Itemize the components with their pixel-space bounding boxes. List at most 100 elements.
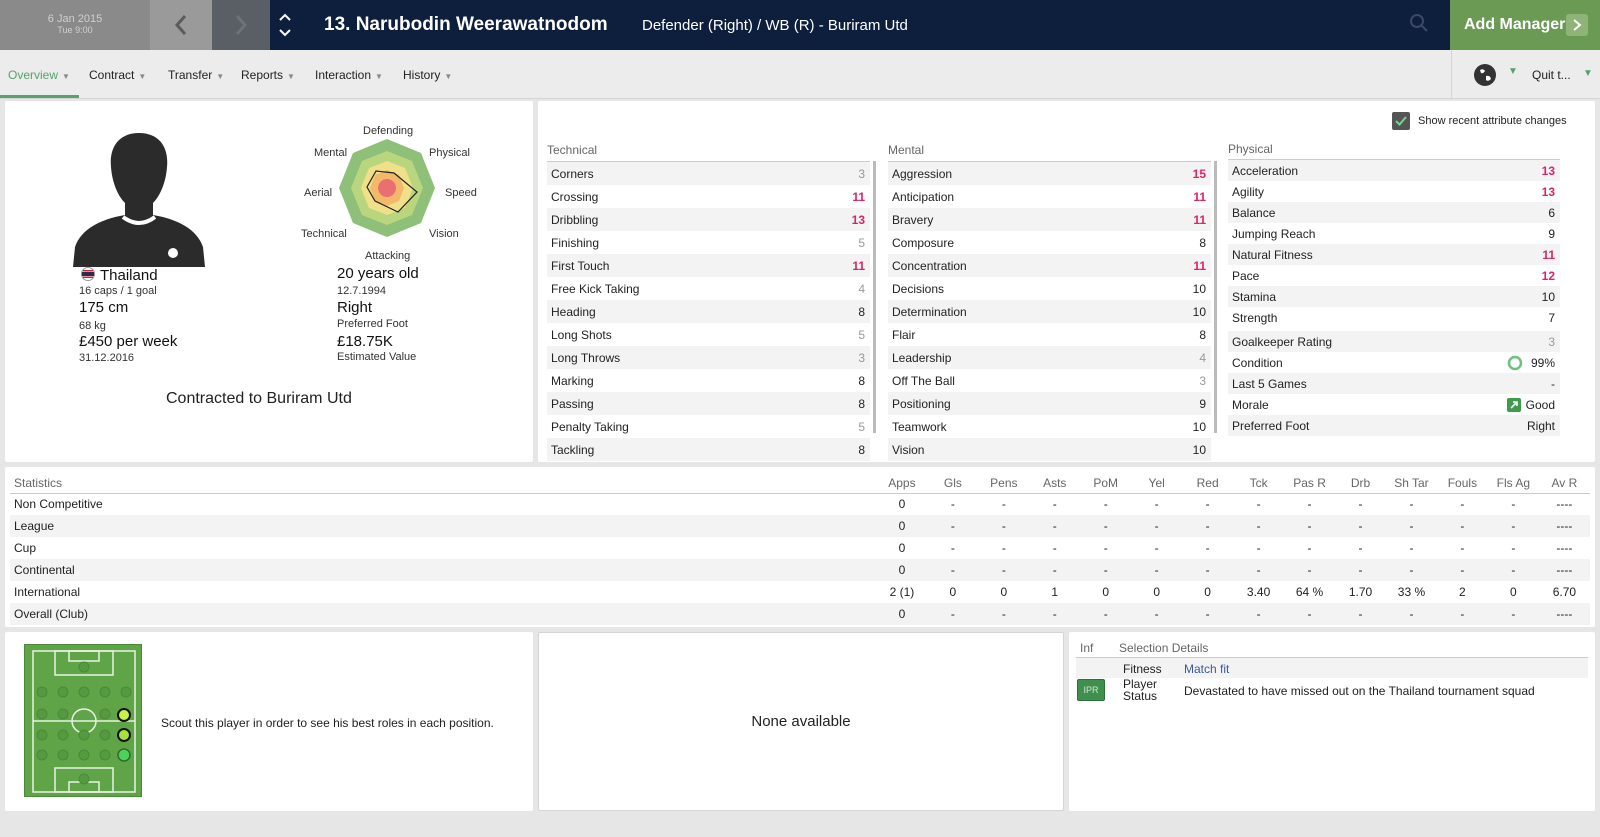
chevron-down-icon[interactable]: ▼ xyxy=(1583,68,1593,79)
attr-row-teamwork[interactable]: Teamwork 10 xyxy=(888,415,1211,438)
attr-row-strength[interactable]: Strength 7 xyxy=(1228,307,1560,328)
date-display[interactable]: 6 Jan 2015 Tue 9:00 xyxy=(0,0,150,50)
attr-name: Bravery xyxy=(892,212,934,227)
attr-row-jumping-reach[interactable]: Jumping Reach 9 xyxy=(1228,223,1560,244)
attr-row-long-throws[interactable]: Long Throws 3 xyxy=(547,346,870,369)
tab-transfer[interactable]: Transfer ▼ xyxy=(168,68,224,82)
column-header[interactable]: Drb xyxy=(1335,473,1386,494)
none-available-text: None available xyxy=(751,713,851,730)
player-switch-button[interactable] xyxy=(270,0,300,50)
column-header[interactable]: Red xyxy=(1182,473,1234,494)
chevron-down-icon[interactable]: ▼ xyxy=(1508,66,1518,77)
table-row[interactable]: Overall (Club) 0- - - - - - - - - - - - ---- xyxy=(10,603,1590,625)
attr-row-vision[interactable]: Vision 10 xyxy=(888,438,1211,461)
attr-row-penalty-taking[interactable]: Penalty Taking 5 xyxy=(547,415,870,438)
attr-row-leadership[interactable]: Leadership 4 xyxy=(888,346,1211,369)
attr-row-decisions[interactable]: Decisions 10 xyxy=(888,277,1211,300)
sub-navigation: Overview ▼ Contract ▼ Transfer ▼ Reports ▼ I… xyxy=(0,50,1600,99)
attr-row-dribbling[interactable]: Dribbling 13 xyxy=(547,208,870,231)
attr-row-off-the-ball[interactable]: Off The Ball 3 xyxy=(888,369,1211,392)
table-cell: - xyxy=(1080,559,1132,581)
tab-interaction[interactable]: Interaction ▼ xyxy=(315,68,383,82)
attr-row-flair[interactable]: Flair 8 xyxy=(888,323,1211,346)
table-cell: - xyxy=(1080,603,1132,625)
row-label: League xyxy=(10,515,877,537)
quit-button[interactable]: Quit t... xyxy=(1532,68,1571,82)
back-button[interactable] xyxy=(150,0,212,50)
attr-row-natural-fitness[interactable]: Natural Fitness 11 xyxy=(1228,244,1560,265)
nation-name[interactable]: Thailand xyxy=(100,267,158,284)
table-cell: - xyxy=(978,515,1030,537)
column-header[interactable]: Av R xyxy=(1538,473,1590,494)
table-cell: ---- xyxy=(1538,603,1590,625)
attr-row-heading[interactable]: Heading 8 xyxy=(547,300,870,323)
attr-row-agility[interactable]: Agility 13 xyxy=(1228,181,1560,202)
column-header[interactable]: Yel xyxy=(1131,473,1183,494)
table-cell: - xyxy=(1131,559,1183,581)
column-header[interactable]: Apps xyxy=(876,473,928,494)
attr-row-composure[interactable]: Composure 8 xyxy=(888,231,1211,254)
tab-history[interactable]: History ▼ xyxy=(403,68,452,82)
chevron-down-icon: ▼ xyxy=(375,72,383,81)
column-header[interactable]: Tck xyxy=(1233,473,1285,494)
attr-row-concentration[interactable]: Concentration 11 xyxy=(888,254,1211,277)
player-status-label-line: Player xyxy=(1123,677,1158,691)
add-manager-button[interactable]: Add Manager xyxy=(1450,0,1600,50)
column-header[interactable]: Fouls xyxy=(1436,473,1488,494)
table-row[interactable]: League 0- - - - - - - - - - - - ---- xyxy=(10,515,1590,537)
tab-reports[interactable]: Reports ▼ xyxy=(241,68,295,82)
attr-row-long-shots[interactable]: Long Shots 5 xyxy=(547,323,870,346)
attr-row-pace[interactable]: Pace 12 xyxy=(1228,265,1560,286)
table-row[interactable]: Continental 0- - - - - - - - - - - - ---- xyxy=(10,559,1590,581)
attr-row-bravery[interactable]: Bravery 11 xyxy=(888,208,1211,231)
row-value: Good xyxy=(1525,397,1555,412)
column-header[interactable]: Fls Ag xyxy=(1487,473,1539,494)
column-header[interactable]: Sh Tar xyxy=(1385,473,1437,494)
attr-row-passing[interactable]: Passing 8 xyxy=(547,392,870,415)
search-button[interactable] xyxy=(1408,12,1434,38)
attr-value: 5 xyxy=(858,419,865,434)
column-header[interactable]: PoM xyxy=(1080,473,1132,494)
player-age: 20 years old xyxy=(337,265,419,282)
checkbox-checked-icon[interactable] xyxy=(1392,112,1410,130)
forward-button[interactable] xyxy=(212,0,270,50)
globe-icon[interactable] xyxy=(1474,64,1496,86)
attr-row-determination[interactable]: Determination 10 xyxy=(888,300,1211,323)
attr-row-positioning[interactable]: Positioning 9 xyxy=(888,392,1211,415)
attr-row-stamina[interactable]: Stamina 10 xyxy=(1228,286,1560,307)
table-row[interactable]: Cup 0- - - - - - - - - - - - ---- xyxy=(10,537,1590,559)
attr-row-marking[interactable]: Marking 8 xyxy=(547,369,870,392)
attr-value: 10 xyxy=(1192,281,1206,296)
attr-row-finishing[interactable]: Finishing 5 xyxy=(547,231,870,254)
attr-name: Flair xyxy=(892,327,916,342)
attr-row-anticipation[interactable]: Anticipation 11 xyxy=(888,185,1211,208)
tab-contract[interactable]: Contract ▼ xyxy=(89,68,146,82)
show-attribute-changes-toggle[interactable]: Show recent attribute changes xyxy=(1392,112,1567,130)
row-label: International xyxy=(14,585,81,599)
attr-row-aggression[interactable]: Aggression 15 xyxy=(888,162,1211,185)
attr-name: Finishing xyxy=(551,235,600,250)
mental-scrollbar[interactable] xyxy=(1214,161,1217,433)
table-cell: - xyxy=(1001,541,1006,555)
column-header[interactable]: Gls xyxy=(927,473,979,494)
player-status-badge[interactable]: IPR xyxy=(1077,679,1105,701)
attr-row-balance[interactable]: Balance 6 xyxy=(1228,202,1560,223)
tab-overview[interactable]: Overview ▼ xyxy=(8,68,70,82)
attr-row-crossing[interactable]: Crossing 11 xyxy=(547,185,870,208)
column-header[interactable]: Pas R xyxy=(1284,473,1336,494)
table-cell: - xyxy=(1511,497,1516,512)
attr-name: Jumping Reach xyxy=(1232,226,1316,241)
table-row[interactable]: Non Competitive 0- - - - - - - - - - - - ---- xyxy=(10,493,1590,515)
column-header[interactable]: Asts xyxy=(1029,473,1081,494)
table-row[interactable]: International 2 (1) 0 0 1 0 0 0 3.40 64 % 1.70 33 %… xyxy=(10,581,1590,603)
attr-row-first-touch[interactable]: First Touch 11 xyxy=(547,254,870,277)
attr-row-free-kick-taking[interactable]: Free Kick Taking 4 xyxy=(547,277,870,300)
attr-row-acceleration[interactable]: Acceleration 13 xyxy=(1228,160,1560,181)
attr-row-corners[interactable]: Corners 3 xyxy=(547,162,870,185)
row-value: - xyxy=(1551,376,1555,391)
statistics-header-row: Statistics Apps Gls Pens Asts PoM Yel Re… xyxy=(10,473,1590,494)
column-header[interactable]: Statistics xyxy=(10,473,877,494)
column-header[interactable]: Pens xyxy=(978,473,1030,494)
technical-scrollbar[interactable] xyxy=(873,161,876,433)
attr-row-tackling[interactable]: Tackling 8 xyxy=(547,438,870,461)
